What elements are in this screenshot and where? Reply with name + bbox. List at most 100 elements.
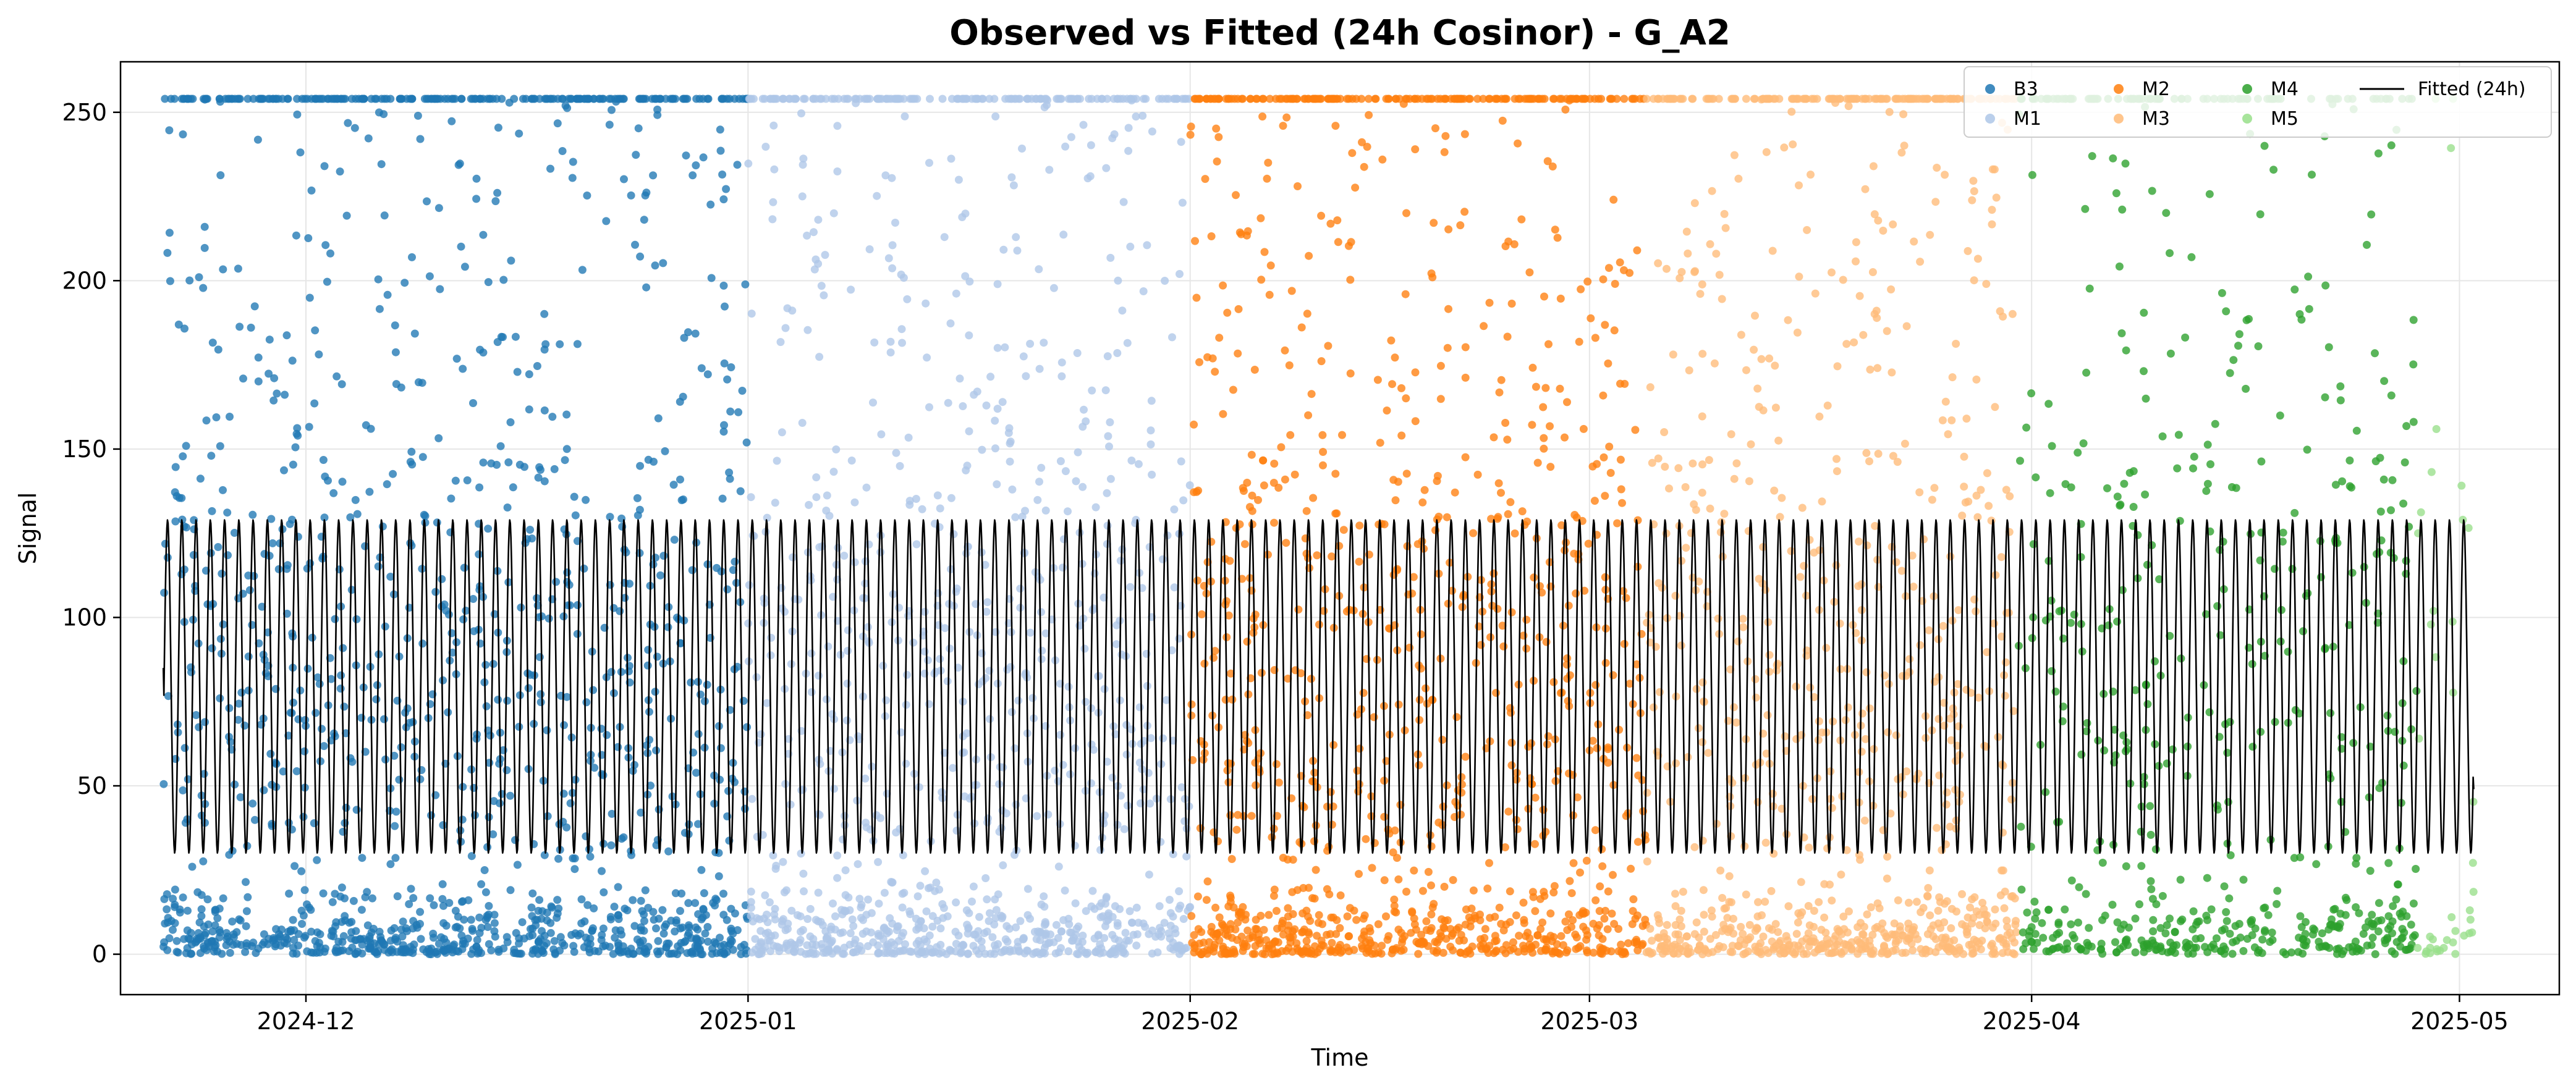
data-point [544,614,553,623]
data-point [597,936,606,945]
data-point [1248,507,1256,515]
data-point [512,929,520,937]
data-point [1991,403,1999,411]
data-point [1519,898,1528,907]
data-point [460,263,469,271]
data-point [1422,917,1431,925]
data-point [1124,124,1133,132]
data-point [522,95,530,103]
data-point [1155,902,1164,911]
data-point [331,890,339,898]
data-point [1655,919,1664,927]
data-point [1106,253,1115,262]
data-point [596,95,604,103]
data-point [843,680,852,688]
data-point [348,943,357,952]
data-point [1041,919,1050,928]
data-point [1210,940,1219,949]
data-point [1443,513,1451,521]
data-point [1676,274,1684,282]
data-point [1517,215,1526,224]
data-point [1124,801,1132,810]
data-point [1844,703,1852,712]
data-point [1497,376,1506,384]
data-point [670,536,679,544]
data-point [1311,821,1320,830]
data-point [1113,919,1122,927]
data-point [171,901,179,909]
data-point [1473,470,1482,479]
data-point [242,907,251,916]
data-point [408,95,417,103]
data-point [1737,922,1745,931]
data-point [909,638,918,647]
data-point [1101,386,1110,395]
data-point [493,338,502,347]
data-point [773,95,781,103]
data-point [170,95,179,103]
data-point [830,785,838,793]
data-point [1610,326,1619,335]
data-point [716,933,724,942]
data-point [1698,738,1706,746]
data-point [1418,498,1427,507]
data-point [1106,474,1115,483]
data-point [1654,95,1663,103]
data-point [1155,930,1163,939]
data-point [1868,268,1877,276]
data-point [240,722,249,730]
data-point [763,513,771,522]
data-point [816,760,824,769]
data-point [1390,901,1399,910]
data-point [1370,941,1379,950]
data-point [1576,942,1585,950]
data-point [1271,937,1279,946]
data-point [1250,366,1259,374]
data-point [1292,939,1301,948]
data-point [561,456,569,465]
data-point [296,148,305,157]
data-point [219,265,227,274]
data-point [1842,940,1850,949]
data-point [812,493,821,502]
data-point [1893,458,1902,466]
data-point [1045,166,1054,174]
data-point [1677,641,1685,650]
data-point [1874,216,1883,225]
data-point [1742,890,1750,899]
data-point [1418,887,1427,895]
data-point [1057,372,1066,381]
data-point [1138,111,1147,120]
data-point [552,578,561,586]
data-point [171,919,179,927]
data-point [1056,457,1065,465]
data-point [1455,937,1464,945]
data-point [771,499,779,507]
data-point [537,945,546,954]
data-point [1823,402,1832,410]
data-point [1563,926,1572,934]
data-point [866,825,875,834]
data-point [547,902,556,911]
data-point [863,942,872,950]
data-point [1768,246,1777,255]
data-point [688,171,697,180]
data-point [1787,107,1796,116]
data-point [1368,864,1376,872]
data-point [784,925,792,933]
data-point [324,95,333,103]
data-point [358,949,366,958]
data-point [515,939,523,948]
data-point [340,702,349,711]
data-point [1873,314,1881,322]
data-point [550,465,559,473]
data-point [1575,911,1584,919]
data-point [1331,122,1340,130]
data-point [947,154,955,163]
data-point [1629,895,1638,904]
data-point [1565,769,1573,778]
data-point [985,95,994,103]
data-point [760,914,768,923]
data-point [700,697,709,706]
data-point [320,742,328,751]
